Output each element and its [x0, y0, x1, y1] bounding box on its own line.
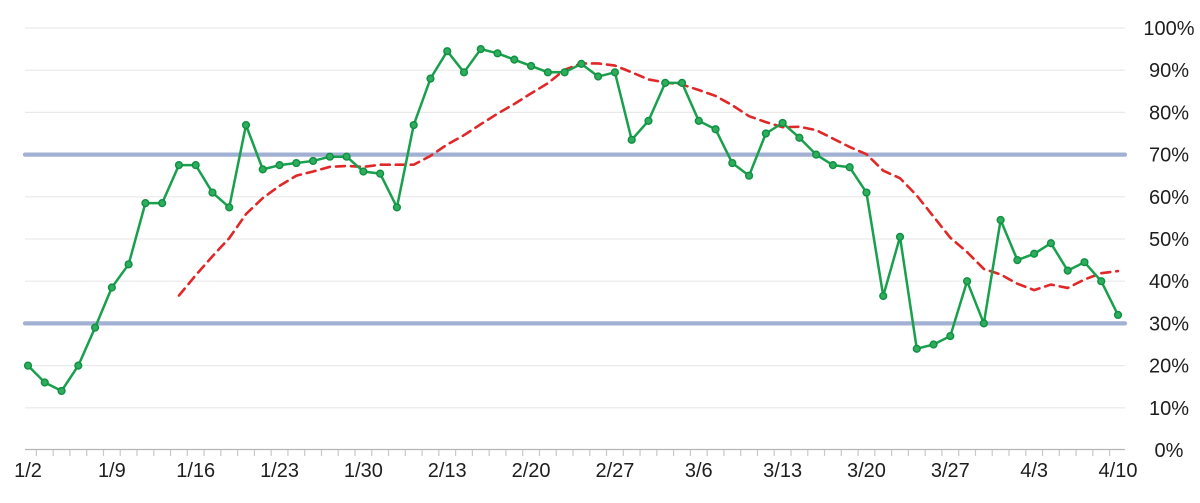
series-daily-marker [443, 47, 452, 56]
series-daily-marker [795, 133, 804, 142]
series-daily-marker [409, 120, 418, 130]
series-daily-marker [392, 203, 402, 212]
x-axis-label: 3/13 [763, 460, 802, 482]
series-daily-marker [376, 169, 385, 178]
series-daily-marker [258, 165, 267, 174]
y-axis-label: 30% [1149, 313, 1189, 335]
series-daily-marker [158, 199, 167, 208]
series-daily-marker [879, 291, 888, 301]
series-daily-marker [359, 167, 368, 176]
series-daily-marker [594, 72, 603, 81]
series-daily-marker [1080, 258, 1089, 267]
series-daily-marker [225, 203, 234, 212]
series-daily-marker [627, 135, 636, 144]
series-daily-marker [459, 68, 469, 77]
series-daily-marker [174, 161, 184, 170]
series-daily-marker [577, 59, 586, 68]
series-daily-marker [862, 188, 871, 197]
x-axis-label: 2/27 [595, 460, 634, 482]
series-daily-marker [644, 116, 653, 125]
series-daily-marker [141, 199, 150, 208]
y-axis-label: 20% [1149, 356, 1189, 378]
series-daily-marker [1030, 249, 1039, 258]
x-axis-label: 1/23 [260, 460, 299, 482]
series-daily-marker [107, 283, 116, 292]
y-axis-label: 40% [1149, 271, 1189, 293]
series-daily-marker [1063, 266, 1072, 275]
series-daily-marker [90, 323, 100, 332]
series-daily-marker [744, 171, 754, 180]
series-daily-marker [191, 161, 200, 170]
series-daily-marker [711, 125, 720, 134]
series-daily-marker [979, 319, 988, 328]
x-axis-label: 3/6 [685, 460, 713, 482]
series-daily-marker [1046, 239, 1056, 248]
series-daily-marker [1013, 256, 1022, 265]
series-daily-marker [543, 68, 552, 77]
series-daily-marker [661, 78, 670, 87]
series-daily-marker [610, 68, 620, 77]
y-axis-label: 50% [1149, 229, 1189, 251]
x-axis-label: 1/9 [98, 460, 126, 482]
series-daily-marker [912, 344, 921, 353]
y-axis-label: 70% [1149, 145, 1189, 167]
y-axis-label: 80% [1149, 102, 1189, 124]
series-daily-marker [23, 361, 33, 370]
series-daily-marker [342, 152, 351, 161]
series-daily-marker [728, 158, 737, 168]
x-axis-label: 3/27 [931, 460, 970, 482]
series-daily-marker [493, 49, 502, 58]
series-daily-marker [962, 277, 972, 286]
series-daily-marker [241, 120, 251, 130]
series-daily-marker [1113, 310, 1123, 320]
series-daily-marker [40, 378, 49, 387]
x-axis-label: 1/16 [176, 460, 215, 482]
series-moving-average-line [177, 62, 1120, 297]
series-daily-marker [476, 44, 485, 54]
x-axis-label: 4/10 [1099, 460, 1138, 482]
series-daily-marker [308, 156, 318, 166]
series-daily-marker [510, 55, 519, 64]
series-daily-marker [996, 215, 1005, 225]
y-axis-label: 60% [1149, 187, 1189, 209]
series-daily-marker [694, 116, 703, 125]
series-daily-line [26, 47, 1120, 393]
series-daily-marker [761, 129, 770, 138]
y-axis-label: 100% [1143, 18, 1194, 40]
series-daily-marker [124, 260, 133, 269]
series-daily-marker [778, 118, 787, 128]
series-daily-marker [560, 68, 569, 77]
series-daily-marker [275, 161, 284, 170]
x-axis-label: 2/13 [428, 460, 467, 482]
y-axis-label: 90% [1149, 60, 1189, 82]
series-daily-marker [208, 188, 217, 197]
series-daily-marker [1097, 277, 1106, 286]
series-daily-marker [845, 163, 854, 172]
series-daily-marker [526, 61, 536, 71]
series-daily-marker [828, 161, 838, 170]
x-axis-label: 4/3 [1020, 460, 1048, 482]
series-daily-marker [895, 232, 905, 241]
y-axis-label: 0% [1155, 440, 1184, 462]
x-axis-label: 3/20 [847, 460, 886, 482]
x-axis-label: 1/30 [344, 460, 383, 482]
series-daily-marker [292, 158, 301, 168]
series-daily-marker [57, 386, 66, 396]
y-axis-label: 10% [1149, 398, 1189, 420]
series-daily-marker [946, 331, 955, 341]
x-axis-label: 1/2 [14, 460, 42, 482]
series-daily-marker [929, 340, 938, 349]
series-daily-marker [677, 78, 687, 87]
series-daily-marker [812, 150, 821, 159]
x-axis-label: 2/20 [512, 460, 551, 482]
series-daily-marker [426, 74, 435, 83]
series-daily-marker [325, 152, 334, 161]
series-daily-marker [74, 361, 83, 370]
